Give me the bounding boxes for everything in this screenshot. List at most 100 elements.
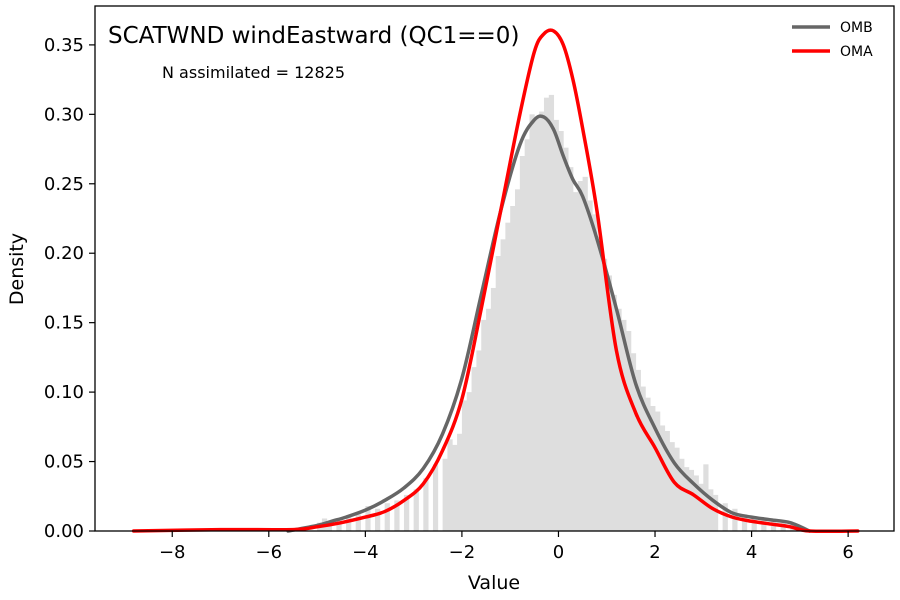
- histogram-bar: [476, 350, 482, 531]
- histogram-bar: [601, 258, 608, 531]
- histogram-bar: [582, 176, 588, 532]
- x-tick-label: 6: [842, 542, 853, 563]
- histogram-bar: [606, 275, 612, 531]
- histogram-bar: [403, 494, 410, 531]
- histogram-bar: [481, 319, 487, 531]
- omb-kde-line: [286, 114, 812, 533]
- histogram-bar: [558, 131, 564, 531]
- axes-frame: [94, 5, 895, 532]
- histogram-bar: [732, 508, 738, 531]
- histogram-bar: [505, 222, 511, 531]
- histogram-bar: [355, 514, 361, 531]
- y-tick-label: 0.30: [44, 104, 84, 125]
- histogram-bar: [655, 411, 661, 531]
- x-tick-label: −8: [159, 542, 186, 563]
- histogram-bar: [490, 287, 497, 531]
- histogram-bar: [611, 294, 617, 531]
- histogram-bar: [751, 517, 757, 531]
- histogram-bar: [645, 397, 651, 531]
- histogram-bar: [630, 353, 637, 531]
- histogram-bar: [640, 386, 646, 531]
- histogram-bar: [553, 119, 559, 531]
- histogram-bar: [394, 500, 400, 531]
- histogram-bar: [543, 97, 550, 532]
- histogram-bar: [712, 494, 719, 531]
- y-axis-ticks: 0.00 0.05 0.10 0.15 0.20 0.25 0.30 0.35: [44, 35, 95, 542]
- histogram-bar: [466, 392, 472, 531]
- histogram-bar: [495, 256, 501, 531]
- histogram-bar: [529, 114, 535, 531]
- x-tick-label: 2: [649, 542, 660, 563]
- histogram-bar: [365, 506, 371, 531]
- histogram-bar: [457, 433, 463, 531]
- histogram-bar: [650, 406, 656, 531]
- histogram-bar: [442, 458, 448, 531]
- x-tick-label: −4: [352, 542, 379, 563]
- histogram-bar: [626, 331, 632, 531]
- histogram-bar: [592, 214, 598, 532]
- histogram-bar: [413, 489, 419, 531]
- histogram-bar: [693, 475, 699, 531]
- histogram-bar: [587, 200, 593, 531]
- histogram-bar: [510, 206, 516, 531]
- histogram-bar: [761, 519, 767, 531]
- x-axis-label: Value: [468, 572, 520, 594]
- histogram-bar: [722, 503, 728, 531]
- histogram-bar: [568, 167, 574, 531]
- histogram-bar: [423, 478, 429, 531]
- histogram-bar: [346, 517, 352, 531]
- histogram-bar: [461, 400, 468, 531]
- histogram-bar: [447, 439, 453, 531]
- y-tick-label: 0.00: [44, 521, 84, 542]
- histogram-bar: [572, 192, 579, 531]
- chart-title: SCATWND windEastward (QC1==0): [108, 23, 519, 49]
- histogram-bar: [486, 308, 492, 531]
- histogram-bar: [698, 483, 704, 531]
- histogram-bar: [452, 444, 458, 531]
- histogram-bar: [674, 447, 680, 531]
- histogram-bar: [519, 156, 526, 531]
- kde-lines: [131, 28, 860, 534]
- histogram-bar: [741, 514, 748, 531]
- histogram-bar: [548, 94, 555, 531]
- histogram-bar: [375, 508, 381, 531]
- histogram-bar: [539, 111, 545, 532]
- histogram-bar: [616, 308, 622, 531]
- histogram-bar: [432, 464, 439, 531]
- n-assimilated-annotation: N assimilated = 12825: [162, 63, 345, 82]
- histogram-bar: [515, 189, 521, 532]
- histogram-bar: [597, 236, 603, 532]
- histogram-bar: [524, 139, 530, 532]
- y-tick-label: 0.20: [44, 243, 84, 264]
- histogram-bar: [635, 369, 641, 531]
- histogram-bar: [500, 239, 506, 532]
- x-tick-label: −6: [256, 542, 283, 563]
- histogram-bar: [683, 467, 690, 531]
- histogram-bar: [336, 519, 342, 531]
- histogram-bars: [317, 94, 796, 532]
- histogram-bar: [703, 464, 709, 531]
- legend-omb-label: OMB: [840, 20, 873, 36]
- histogram-bar: [534, 117, 540, 531]
- histogram-bar: [577, 181, 584, 531]
- x-tick-label: 0: [553, 542, 564, 563]
- histogram-bar: [384, 503, 390, 531]
- x-tick-label: 4: [746, 542, 757, 563]
- histogram-bar: [563, 147, 569, 531]
- oma-kde-line: [131, 28, 860, 534]
- x-tick-label: −2: [449, 542, 476, 563]
- histogram-bar: [708, 489, 714, 531]
- histogram-bar: [659, 425, 666, 531]
- histogram-bar: [621, 319, 627, 531]
- legend-oma-label: OMA: [840, 44, 873, 60]
- histogram-bar: [669, 442, 675, 531]
- y-tick-label: 0.25: [44, 174, 84, 195]
- y-tick-label: 0.15: [44, 313, 84, 334]
- histogram-bar: [664, 431, 670, 531]
- y-tick-label: 0.35: [44, 35, 84, 56]
- x-axis-ticks: −8 −6 −4 −2 0 2 4 6: [159, 531, 854, 563]
- legend: OMB OMA: [792, 20, 873, 60]
- y-axis-label: Density: [6, 233, 28, 305]
- histogram-bar: [471, 367, 477, 531]
